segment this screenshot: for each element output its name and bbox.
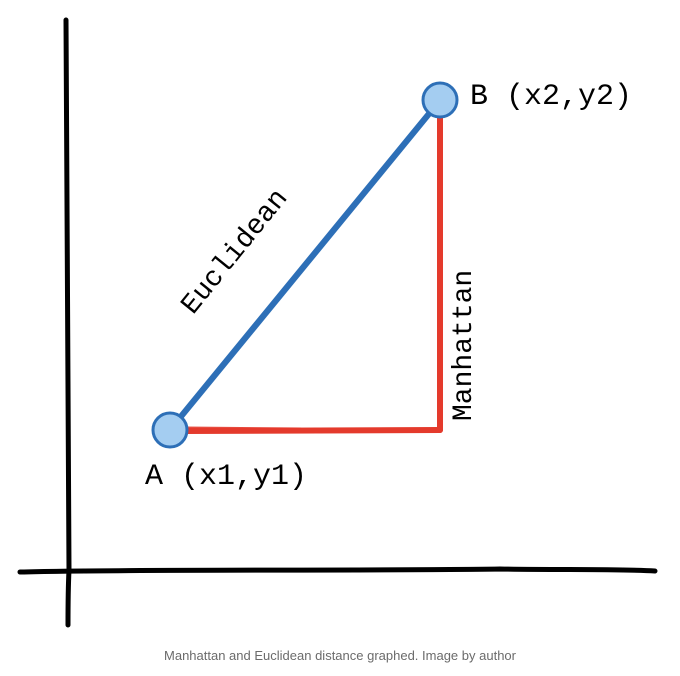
x-axis xyxy=(20,569,655,572)
point-a xyxy=(153,413,187,447)
label-manhattan: Manhattan xyxy=(449,270,480,421)
point-b xyxy=(423,83,457,117)
figure-caption: Manhattan and Euclidean distance graphed… xyxy=(0,648,680,663)
label-b: B (x2,y2) xyxy=(470,80,632,114)
diagram-stage: B (x2,y2) A (x1,y1) Euclidean Manhattan … xyxy=(0,0,680,676)
manhattan-horizontal-double xyxy=(184,428,300,429)
label-a: A (x1,y1) xyxy=(145,460,307,494)
manhattan-horizontal xyxy=(184,430,440,431)
y-axis xyxy=(66,20,69,625)
